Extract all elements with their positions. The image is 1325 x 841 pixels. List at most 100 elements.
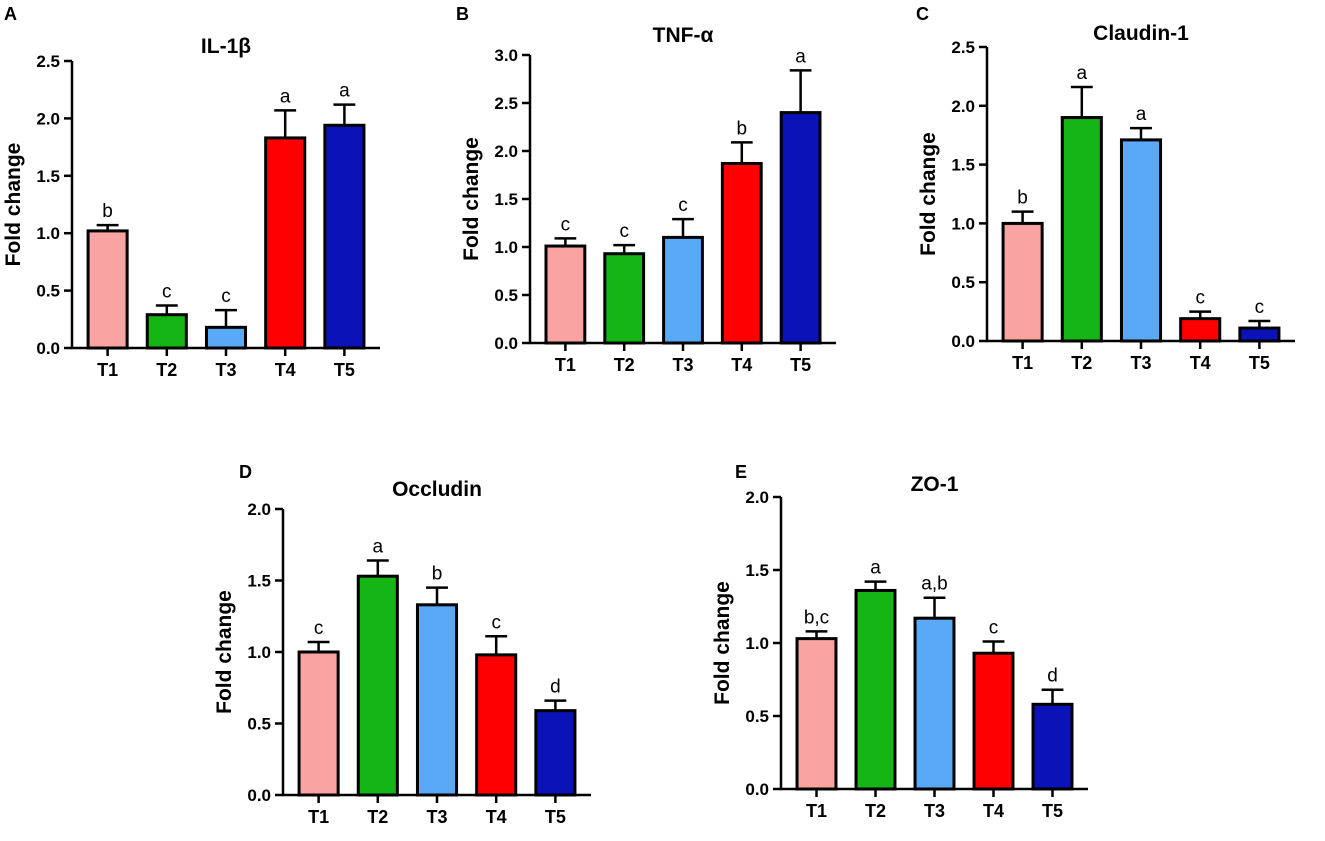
y-tick-label: 2.5 xyxy=(36,52,60,71)
x-tick-label: T2 xyxy=(1071,353,1092,373)
bar-t3 xyxy=(913,616,956,791)
y-axis-label: Fold change xyxy=(213,590,236,714)
significance-label: a xyxy=(373,536,384,557)
bar-t1 xyxy=(1001,221,1044,343)
x-tick-label: T1 xyxy=(806,801,827,821)
bar-t2 xyxy=(145,313,188,350)
x-tick-label: T4 xyxy=(275,360,296,380)
x-tick-label: T1 xyxy=(555,355,576,375)
significance-label: b xyxy=(432,564,443,585)
y-tick-label: 1.5 xyxy=(494,190,518,209)
x-tick-label: T1 xyxy=(308,807,329,827)
bar-t5 xyxy=(323,123,366,350)
bar-t4 xyxy=(720,161,763,345)
bar-t4 xyxy=(972,651,1015,791)
x-tick-label: T4 xyxy=(983,801,1004,821)
significance-label: b xyxy=(737,118,748,139)
x-tick-label: T3 xyxy=(672,355,693,375)
x-tick-label: T2 xyxy=(865,801,886,821)
bar-t3 xyxy=(662,235,704,345)
significance-label: c xyxy=(221,286,231,307)
y-tick-label: 3.0 xyxy=(494,46,518,65)
y-tick-label: 0.5 xyxy=(951,273,975,292)
panel-letter: C xyxy=(916,4,929,24)
significance-label: a xyxy=(280,86,291,107)
x-tick-label: T3 xyxy=(215,360,236,380)
bar-t4 xyxy=(264,136,307,350)
panel-letter: D xyxy=(239,462,252,482)
x-tick-label: T5 xyxy=(790,355,811,375)
significance-label: b,c xyxy=(804,607,829,628)
y-tick-label: 1.0 xyxy=(247,643,271,662)
y-tick-label: 2.0 xyxy=(36,109,60,128)
significance-label: a xyxy=(870,558,881,579)
x-tick-label: T3 xyxy=(1130,353,1151,373)
bar-t4 xyxy=(1179,317,1222,343)
panel-e: E ZO-1 Fold change 0.0 0.5 1.0 1.5 2.0 b,c T1 a T2 a… xyxy=(711,462,1088,821)
bar-t1 xyxy=(795,637,838,791)
significance-label: c xyxy=(491,612,501,633)
significance-label: c xyxy=(1255,297,1265,318)
bar-t3 xyxy=(204,325,248,350)
y-tick-label: 0.5 xyxy=(36,282,60,301)
bar-t3 xyxy=(415,603,459,797)
bar-t3 xyxy=(1119,138,1163,343)
y-tick-label: 0.0 xyxy=(36,339,60,358)
significance-label: c xyxy=(989,618,999,639)
y-tick-label: 2.0 xyxy=(247,500,271,519)
y-axis-label: Fold change xyxy=(460,137,483,261)
y-tick-label: 0.0 xyxy=(494,334,518,353)
significance-label: c xyxy=(678,195,688,216)
y-tick-label: 2.0 xyxy=(951,97,975,116)
chart-title: ZO-1 xyxy=(911,473,959,496)
y-tick-label: 1.5 xyxy=(745,561,769,580)
x-tick-label: T2 xyxy=(367,807,388,827)
y-tick-label: 2.0 xyxy=(494,142,518,161)
y-tick-label: 1.0 xyxy=(951,214,975,233)
significance-label: b xyxy=(102,201,113,222)
significance-label: b xyxy=(1017,188,1028,209)
significance-label: c xyxy=(314,618,324,639)
y-tick-label: 0.5 xyxy=(247,715,271,734)
y-tick-label: 1.5 xyxy=(951,156,975,175)
y-axis-label: Fold change xyxy=(711,581,734,705)
x-tick-label: T1 xyxy=(1012,353,1033,373)
panel-d: D Occludin Fold change 0.0 0.5 1.0 1.5 2.0 c T1 a T… xyxy=(213,462,591,827)
y-tick-label: 0.0 xyxy=(247,786,271,805)
x-tick-label: T5 xyxy=(545,807,566,827)
panel-b: B TNF-α Fold change 0.0 0.5 1.0 1.5 2.0 2.5 3.0 c T… xyxy=(456,4,836,375)
x-tick-label: T2 xyxy=(614,355,635,375)
significance-label: a xyxy=(1136,104,1147,125)
x-tick-label: T3 xyxy=(924,801,945,821)
significance-label: c xyxy=(1195,288,1205,309)
significance-label: c xyxy=(561,214,571,235)
bar-t2 xyxy=(854,588,897,791)
x-tick-label: T5 xyxy=(334,360,355,380)
panel-letter: A xyxy=(4,4,17,24)
x-tick-label: T2 xyxy=(156,360,177,380)
x-tick-label: T4 xyxy=(486,807,507,827)
y-tick-label: 0.5 xyxy=(494,286,518,305)
y-tick-label: 0.0 xyxy=(951,332,975,351)
chart-title: IL-1β xyxy=(201,35,251,58)
significance-label: a xyxy=(339,81,350,102)
significance-label: c xyxy=(619,221,629,242)
bar-t1 xyxy=(86,229,129,350)
significance-label: a,b xyxy=(921,574,947,595)
bar-t1 xyxy=(297,650,340,797)
x-tick-label: T1 xyxy=(97,360,118,380)
bar-t2 xyxy=(1060,116,1103,343)
y-tick-label: 2.5 xyxy=(951,38,975,57)
x-tick-label: T5 xyxy=(1042,801,1063,821)
bar-t5 xyxy=(779,111,822,345)
panel-a: A IL-1β Fold change 0.0 0.5 1.0 1.5 2.0 2.5 b T1 c T… xyxy=(2,4,380,380)
panel-letter: B xyxy=(456,4,469,24)
chart-title: Claudin-1 xyxy=(1093,22,1189,45)
significance-label: d xyxy=(550,677,561,698)
x-tick-label: T4 xyxy=(1190,353,1211,373)
y-tick-label: 2.0 xyxy=(745,488,769,507)
bar-t4 xyxy=(475,653,518,797)
y-tick-label: 1.0 xyxy=(745,634,769,653)
y-tick-label: 2.5 xyxy=(494,94,518,113)
bar-t1 xyxy=(544,244,587,345)
